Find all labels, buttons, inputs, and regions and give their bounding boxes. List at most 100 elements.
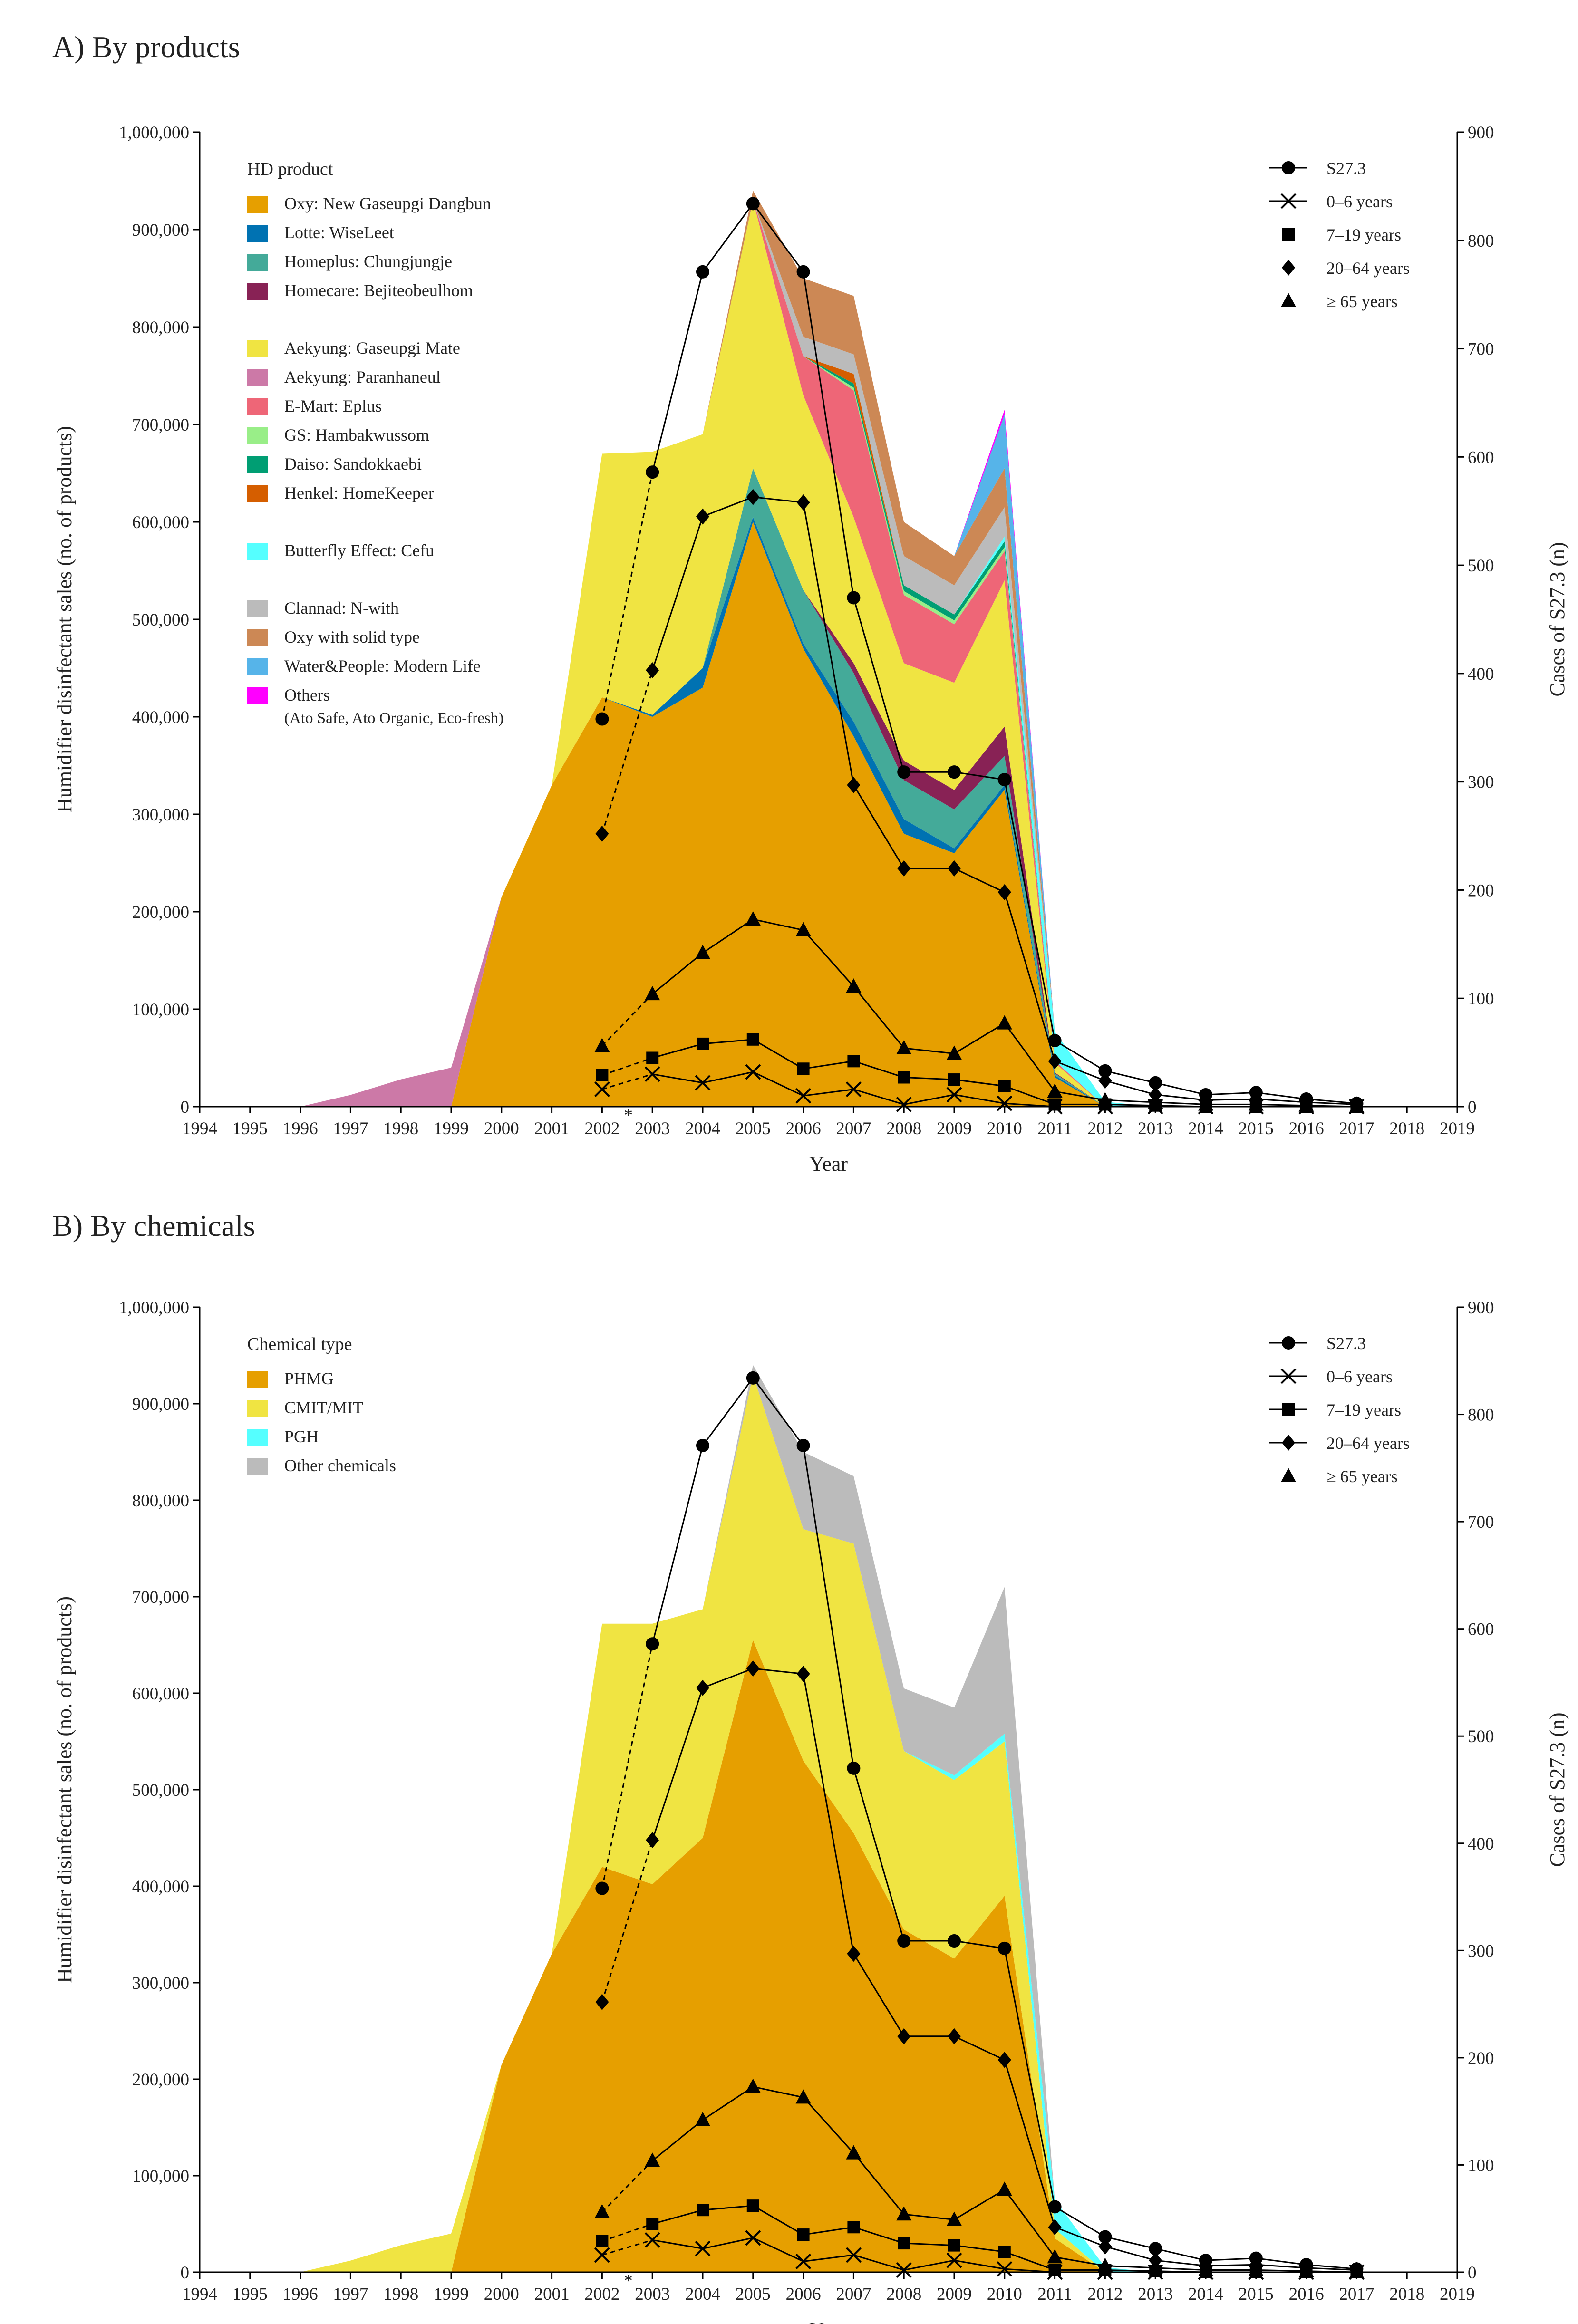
case-point — [1098, 2230, 1112, 2244]
case-point — [596, 2235, 609, 2247]
case-point — [1048, 2200, 1062, 2214]
x-tick-label: 2011 — [1037, 2285, 1072, 2304]
y-tick-label: 300,000 — [132, 805, 189, 825]
case-point — [1198, 2262, 1213, 2276]
case-point — [847, 777, 861, 793]
y-tick-label: 600,000 — [132, 1684, 189, 1704]
case-point — [897, 765, 911, 779]
case-point — [847, 591, 861, 605]
case-point — [1148, 1094, 1163, 1109]
case-point — [795, 2089, 811, 2104]
area-legend-label: Oxy: New Gaseupgi Dangbun — [284, 194, 491, 213]
case-point — [997, 1941, 1011, 1955]
area-legend-label: Aekyung: Paranhaneul — [284, 367, 441, 386]
panel-a: A) By products 0 100,000 200,000 300,000 400,… — [52, 30, 1569, 1176]
y2-tick-label: 300 — [1468, 1941, 1494, 1961]
x-tick-label: 1998 — [383, 2285, 418, 2304]
case-point — [896, 1040, 912, 1054]
case-point — [595, 712, 609, 726]
x-tick-label: 2007 — [836, 1119, 871, 1138]
y-tick-label: 1,000,000 — [119, 1298, 189, 1318]
case-point — [745, 1064, 761, 1080]
case-point — [594, 2247, 610, 2263]
y-tick-label: 1,000,000 — [119, 123, 189, 143]
x-tick-label: 2004 — [685, 2285, 720, 2304]
area-legend-title: Chemical type — [247, 1334, 352, 1354]
area-legend-label: Daiso: Sandokkaebi — [284, 454, 422, 473]
case-point — [795, 2254, 812, 2269]
case-point — [1048, 1034, 1062, 1048]
case-point — [1149, 1076, 1162, 1090]
x-tick-label: 2010 — [987, 1119, 1022, 1138]
legend-swatch — [247, 600, 268, 617]
case-legend-marker — [1281, 1468, 1296, 1482]
x-tick-label: 2009 — [937, 2285, 972, 2304]
area-legend-label: Others — [284, 685, 330, 704]
y2-tick-label: 200 — [1468, 2049, 1494, 2068]
area-legend-label: PHMG — [284, 1369, 334, 1388]
case-legend-label: S27.3 — [1326, 1334, 1366, 1353]
case-point — [948, 1073, 960, 1086]
area-legend-label: Other chemicals — [284, 1456, 396, 1475]
case-legend-marker — [1282, 260, 1295, 276]
case-point — [947, 2211, 962, 2226]
x-tick-label: 1996 — [283, 1119, 318, 1138]
legend-swatch — [247, 427, 268, 444]
case-point — [1047, 2249, 1063, 2264]
y2-tick-label: 400 — [1468, 665, 1494, 684]
y2-axis-title: Cases of S27.3 (n) — [1546, 542, 1569, 696]
x-tick-label: 2018 — [1389, 2285, 1424, 2304]
x-tick-label: 1999 — [434, 2285, 469, 2304]
case-legend: S27.3 0–6 years 7–19 years 20–64 years ≥ 65 … — [1269, 159, 1410, 311]
case-point — [695, 2112, 710, 2126]
x-tick-label: 2014 — [1188, 2285, 1223, 2304]
case-point — [997, 773, 1011, 787]
y2-tick-label: 900 — [1468, 1298, 1494, 1318]
y2-tick-label: 800 — [1468, 1406, 1494, 1425]
case-point — [595, 1881, 609, 1895]
x-tick-label: 2019 — [1440, 2285, 1475, 2304]
case-point — [997, 2052, 1011, 2068]
x-tick-label: 2003 — [635, 2285, 670, 2304]
case-point — [898, 1071, 910, 1084]
case-point — [645, 2152, 660, 2167]
case-point — [645, 986, 660, 1001]
case-point — [1148, 2259, 1163, 2274]
case-point — [898, 2237, 910, 2250]
case-lines — [594, 1371, 1365, 2280]
case-point — [596, 1069, 609, 1081]
area-legend: Chemical type PHMG CMIT/MIT PGH Other chemic… — [247, 1334, 396, 1475]
case-point — [847, 1055, 860, 1068]
legend-swatch — [247, 283, 268, 300]
y2-tick-label: 100 — [1468, 2156, 1494, 2175]
y2-tick-label: 100 — [1468, 989, 1494, 1009]
case-point — [646, 1051, 659, 1064]
area-legend-label: Water&People: Modern Life — [284, 656, 481, 675]
x-tick-label: 2000 — [484, 1119, 519, 1138]
area-stack — [200, 191, 1457, 1107]
x-tick-label: 1997 — [333, 2285, 368, 2304]
case-point — [695, 2240, 711, 2256]
y-tick-label: 900,000 — [132, 1395, 189, 1414]
legend-swatch — [247, 340, 268, 357]
case-point — [896, 2206, 912, 2221]
x-tick-label: 2005 — [736, 2285, 771, 2304]
case-point — [847, 2221, 860, 2234]
case-point — [1248, 2262, 1264, 2276]
x-tick-label: 2014 — [1188, 1119, 1223, 1138]
case-point — [897, 2028, 911, 2044]
case-point — [1298, 1097, 1314, 1112]
x-tick-label: 2017 — [1339, 2285, 1374, 2304]
case-point — [896, 2262, 912, 2278]
legend-swatch — [247, 225, 268, 242]
x-tick-label: 2006 — [786, 2285, 821, 2304]
case-legend-marker — [1282, 1336, 1295, 1350]
x-axis-title: Year — [809, 1152, 848, 1176]
case-point — [795, 1088, 812, 1104]
case-point — [998, 1080, 1011, 1092]
case-point — [1097, 2257, 1113, 2272]
case-point — [947, 1045, 962, 1060]
case-point — [948, 2028, 961, 2044]
area-legend-label: GS: Hambakwussom — [284, 425, 429, 444]
y2-tick-label: 900 — [1468, 123, 1494, 143]
